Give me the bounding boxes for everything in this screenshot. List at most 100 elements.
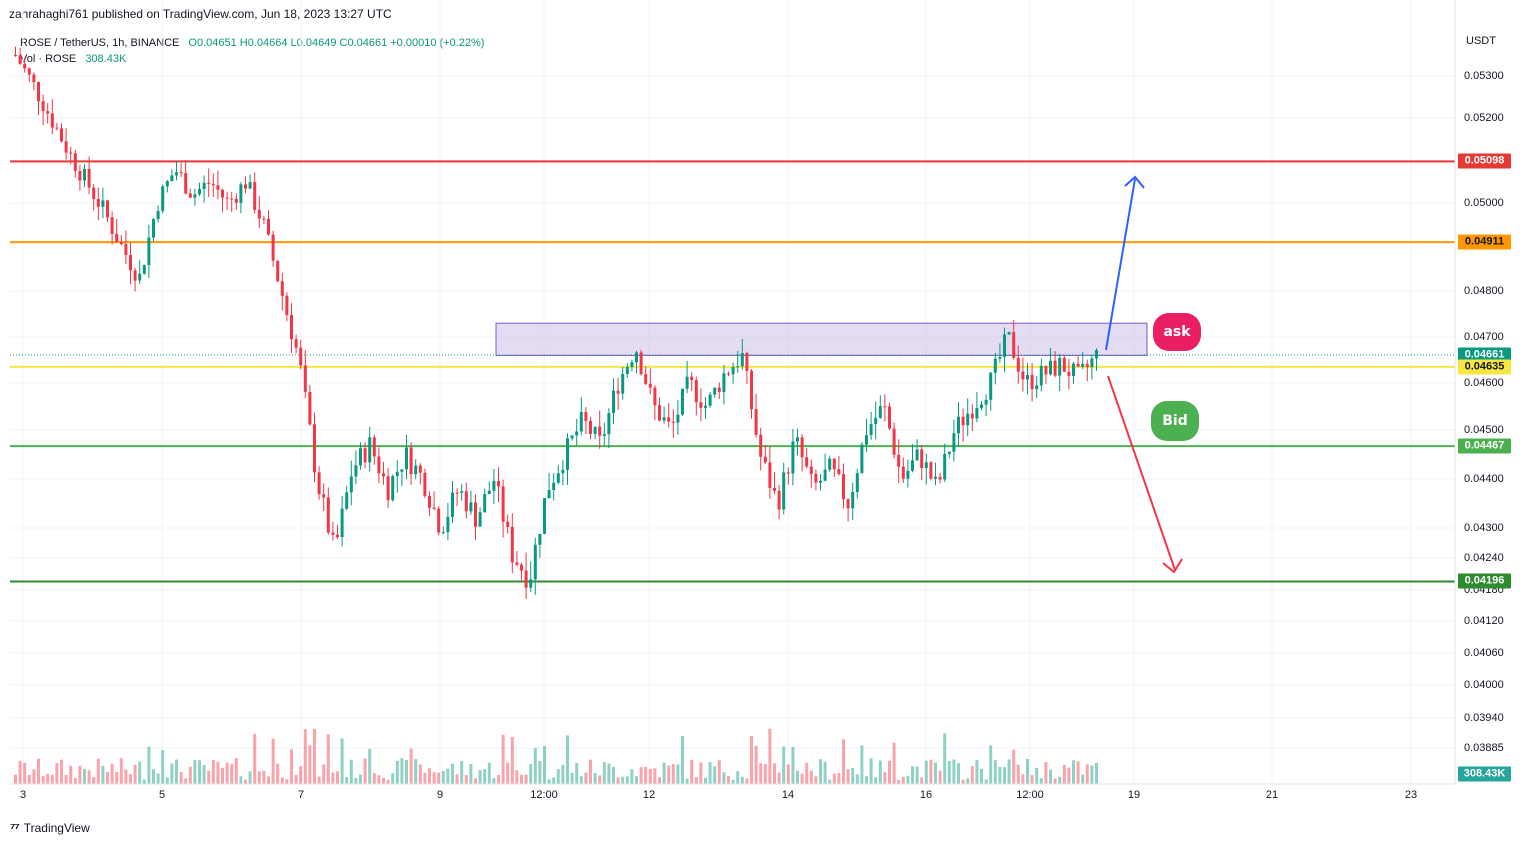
candle-body xyxy=(575,431,579,436)
candle-body xyxy=(1035,385,1039,390)
candle-body xyxy=(492,480,496,491)
time-tick: 9 xyxy=(436,789,444,801)
volume-bar xyxy=(428,768,431,784)
volume-bar xyxy=(331,772,335,784)
candle-body xyxy=(727,373,730,375)
candle-body xyxy=(354,465,358,477)
volume-bar xyxy=(970,766,974,784)
volume-bar xyxy=(667,765,671,784)
volume-bar xyxy=(230,764,234,784)
volume-bar xyxy=(423,772,427,784)
candle-body xyxy=(119,241,123,245)
level-price-badge: 0.04196 xyxy=(1458,573,1511,589)
candle-body xyxy=(1090,358,1094,368)
candle-body xyxy=(782,472,786,510)
candle-body xyxy=(188,193,192,198)
time-tick: 12 xyxy=(642,789,656,801)
volume-bar xyxy=(221,767,224,784)
candle-body xyxy=(428,495,431,508)
symbol-info[interactable]: ROSE / TetherUS, 1h, BINANCE xyxy=(20,37,180,49)
volume-bar xyxy=(814,776,818,784)
time-tick: 14 xyxy=(781,789,795,801)
volume-bar xyxy=(317,776,321,784)
volume-bar xyxy=(253,733,257,784)
volume-bar xyxy=(911,766,914,784)
candle-body xyxy=(377,456,381,474)
volume-label[interactable]: Vol · ROSE xyxy=(20,53,77,65)
candle-body xyxy=(331,532,335,535)
candle-body xyxy=(405,447,408,470)
candle-body xyxy=(129,255,132,271)
candle-body xyxy=(639,352,643,375)
volume-bar xyxy=(506,762,510,784)
volume-bar xyxy=(432,772,436,784)
volume-bar xyxy=(119,758,123,784)
volume-bar xyxy=(308,745,312,784)
volume-bar xyxy=(405,759,408,784)
candle-body xyxy=(382,473,385,477)
volume-bar xyxy=(515,770,519,784)
volume-bar xyxy=(96,758,100,784)
candle-body xyxy=(18,55,22,64)
candle-body xyxy=(584,411,588,421)
candle-body xyxy=(37,82,40,102)
candle-body xyxy=(924,462,928,469)
candle-body xyxy=(409,447,413,475)
candle-body xyxy=(285,295,289,315)
price-tick: 0.04800 xyxy=(1464,285,1504,297)
footer-brand[interactable]: ⁷⁷ TradingView xyxy=(10,820,90,835)
candle-body xyxy=(179,172,183,174)
candle-body xyxy=(1067,371,1071,376)
volume-bar xyxy=(768,728,772,784)
candle-body xyxy=(533,544,537,580)
ohlc-values: O0.04651 H0.04664 L0.04649 C0.04661 +0.0… xyxy=(188,37,485,49)
level-price-badge: 0.04911 xyxy=(1458,234,1511,250)
candle-body xyxy=(943,453,947,480)
candle-body xyxy=(299,347,303,366)
price-tick: 0.05200 xyxy=(1464,112,1504,124)
candle-body xyxy=(469,502,473,512)
volume-bar xyxy=(386,779,390,784)
candle-body xyxy=(602,434,606,436)
resistance-zone-layer xyxy=(495,322,1148,356)
volume-bar xyxy=(869,758,873,784)
volume-bar xyxy=(842,739,845,784)
price-tick: 0.03885 xyxy=(1464,742,1504,754)
volume-bar xyxy=(478,770,482,784)
price-tick: 0.04240 xyxy=(1464,552,1504,564)
volume-bar xyxy=(487,762,491,784)
volume-bar xyxy=(391,773,395,784)
volume-bar xyxy=(708,762,712,784)
volume-bar xyxy=(497,774,500,784)
volume-bar xyxy=(860,745,864,784)
candle-body xyxy=(671,421,675,423)
time-tick: 21 xyxy=(1265,789,1279,801)
candle-body xyxy=(1058,357,1062,376)
volume-bar xyxy=(451,763,454,784)
price-tick: 0.04120 xyxy=(1464,615,1504,627)
candle-body xyxy=(253,182,257,210)
candle-body xyxy=(1053,360,1057,376)
volume-bar xyxy=(943,733,947,784)
volume-bar xyxy=(727,776,730,784)
candle-body xyxy=(713,387,717,395)
volume-bar xyxy=(589,759,592,784)
candle-body xyxy=(1085,363,1089,368)
volume-bar xyxy=(257,771,261,784)
volume-bar xyxy=(285,779,289,784)
volume-bar xyxy=(1035,767,1039,784)
volume-bar xyxy=(414,759,418,784)
candle-body xyxy=(791,441,795,474)
candle-body xyxy=(966,413,970,426)
volume-bar xyxy=(395,760,399,784)
volume-bar xyxy=(211,759,215,784)
candle-body xyxy=(336,534,339,538)
candle-body xyxy=(980,404,983,408)
candle-body xyxy=(722,373,726,392)
candle-body xyxy=(1049,360,1052,375)
volume-bar xyxy=(1062,765,1066,784)
price-axis[interactable]: 0.05300 0.05200 0.05000 0.04800 0.04700 0.046… xyxy=(1455,0,1534,784)
volume-bar xyxy=(18,760,22,784)
volume-bar xyxy=(225,762,229,784)
